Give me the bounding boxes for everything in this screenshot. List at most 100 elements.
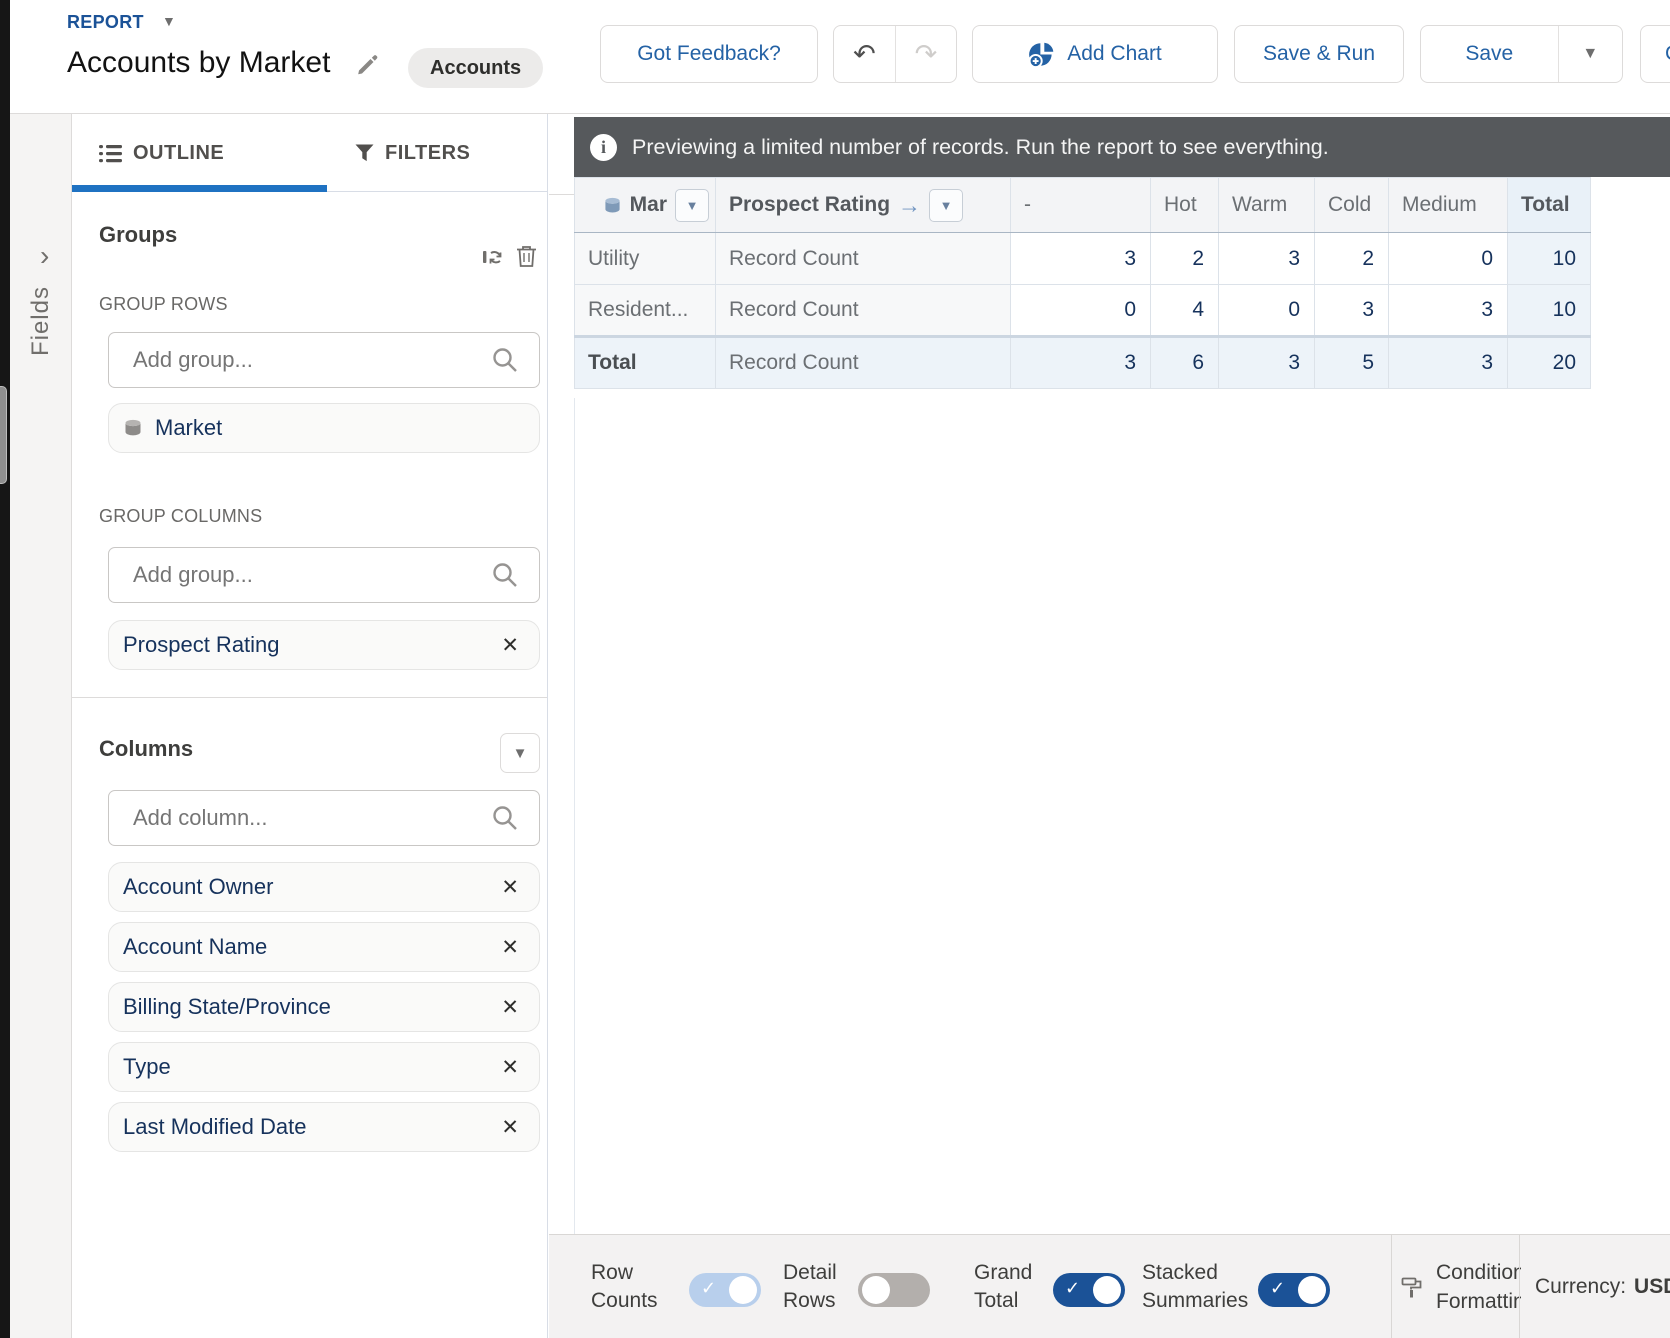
grand-total-toggle[interactable]: ✓ xyxy=(1053,1273,1125,1307)
cell-value: 4 xyxy=(1150,284,1219,337)
columns-menu-caret-icon[interactable]: ▼ xyxy=(500,733,540,773)
undo-icon[interactable]: ↶ xyxy=(853,38,876,69)
add-column-input[interactable] xyxy=(108,790,540,846)
group-columns-label: GROUP COLUMNS xyxy=(99,506,263,526)
fields-expand-chevron-icon[interactable]: › xyxy=(40,240,50,271)
cell-value: 0 xyxy=(1388,232,1508,285)
got-feedback-button[interactable]: Got Feedback? xyxy=(600,25,818,83)
conditional-formatting-label: Conditional Formatting xyxy=(1436,1260,1521,1313)
preview-top-rule xyxy=(549,194,574,195)
cell-value: 0 xyxy=(1218,284,1315,337)
close-button-partial[interactable]: C xyxy=(1640,25,1670,83)
row-group-chip-market[interactable]: Market xyxy=(108,403,540,453)
add-chart-button[interactable]: Add Chart xyxy=(972,25,1218,83)
switch-groups-icon[interactable] xyxy=(482,246,504,268)
redo-icon[interactable]: ↷ xyxy=(894,26,956,82)
search-icon xyxy=(493,806,517,830)
column-chip-label: Billing State/Province xyxy=(123,994,331,1019)
tab-outline[interactable]: OUTLINE xyxy=(99,114,224,192)
pivot-header-row: Mar ▼ Prospect Rating → ▼ - Hot Warm Col… xyxy=(574,177,1591,233)
value-column-header-blank[interactable]: - xyxy=(1010,177,1151,233)
report-type-label[interactable]: REPORT xyxy=(67,12,144,32)
group-rows-label: GROUP ROWS xyxy=(99,294,228,314)
search-icon xyxy=(493,563,517,587)
add-column-group-input[interactable] xyxy=(108,547,540,603)
remove-chip-icon[interactable]: ✕ xyxy=(501,1055,519,1079)
groups-heading: Groups xyxy=(99,222,178,247)
remove-chip-icon[interactable]: ✕ xyxy=(501,633,519,657)
remove-chip-icon[interactable]: ✕ xyxy=(501,935,519,959)
currency-value: USD xyxy=(1634,1275,1670,1298)
value-column-header-total[interactable]: Total xyxy=(1507,177,1591,233)
value-column-header-cold[interactable]: Cold xyxy=(1314,177,1389,233)
preview-pivot-table: Mar ▼ Prospect Rating → ▼ - Hot Warm Col… xyxy=(574,177,1591,389)
toggle-knob xyxy=(1298,1276,1326,1304)
currency-label: Currency: xyxy=(1535,1275,1627,1298)
conditional-formatting-button[interactable]: Conditional Formatting xyxy=(1401,1235,1521,1338)
row-group-label: Market xyxy=(155,415,223,440)
tab-outline-label: OUTLINE xyxy=(133,141,225,164)
preview-grid-left-edge xyxy=(574,398,575,1234)
remove-chip-icon[interactable]: ✕ xyxy=(501,995,519,1019)
currency-indicator: Currency: USD xyxy=(1535,1235,1670,1338)
column-chip-last-modified-date[interactable]: Last Modified Date ✕ xyxy=(108,1102,540,1152)
tab-filters[interactable]: FILTERS xyxy=(355,114,470,192)
value-column-header-medium[interactable]: Medium xyxy=(1388,177,1508,233)
column-chip-label: Account Name xyxy=(123,934,268,959)
save-button[interactable]: Save xyxy=(1465,42,1514,65)
cell-row-total: 10 xyxy=(1507,284,1591,337)
column-chip-account-name[interactable]: Account Name ✕ xyxy=(108,922,540,972)
preview-options-toolbar: Row Counts ✓ Detail Rows Grand Total ✓ S… xyxy=(549,1234,1670,1338)
outline-list-icon xyxy=(99,144,122,163)
remove-chip-icon[interactable]: ✕ xyxy=(501,1115,519,1139)
cell-row-total: 10 xyxy=(1507,232,1591,285)
add-row-group-field xyxy=(108,332,540,388)
row-dimension-menu-caret-icon[interactable]: ▼ xyxy=(675,188,709,222)
column-chip-account-owner[interactable]: Account Owner ✕ xyxy=(108,862,540,912)
detail-rows-toggle[interactable] xyxy=(858,1273,930,1307)
row-counts-toggle[interactable]: ✓ xyxy=(689,1273,761,1307)
cell-value: 3 xyxy=(1314,284,1389,337)
grand-total-label: Grand Total xyxy=(974,1260,1033,1312)
cell-value: 3 xyxy=(1010,232,1151,285)
remove-chip-icon[interactable]: ✕ xyxy=(501,875,519,899)
value-column-header-hot[interactable]: Hot xyxy=(1150,177,1219,233)
left-edge-strip xyxy=(0,0,10,1338)
save-dropdown-caret-icon[interactable]: ▼ xyxy=(1557,26,1622,82)
report-caret-icon[interactable]: ▼ xyxy=(162,13,176,29)
column-chip-type[interactable]: Type ✕ xyxy=(108,1042,540,1092)
panel-tabs: OUTLINE FILTERS xyxy=(72,114,547,192)
tab-filters-label: FILTERS xyxy=(385,141,471,164)
value-column-header-warm[interactable]: Warm xyxy=(1218,177,1315,233)
save-and-run-button[interactable]: Save & Run xyxy=(1234,25,1404,83)
fields-panel-label[interactable]: Fields xyxy=(27,286,54,357)
object-badge: Accounts xyxy=(408,48,544,88)
row-counts-label: Row Counts xyxy=(591,1260,658,1312)
toggle-knob xyxy=(862,1276,890,1304)
fields-panel-collapsed[interactable]: › Fields xyxy=(10,114,72,1338)
add-chart-icon xyxy=(1028,41,1055,68)
cell-value: 2 xyxy=(1314,232,1389,285)
cell-column-total: 6 xyxy=(1150,335,1219,389)
cell-column-total: 3 xyxy=(1218,335,1315,389)
column-chip-label: Account Owner xyxy=(123,874,274,899)
edit-title-pencil-icon[interactable] xyxy=(356,52,380,81)
delete-groups-trash-icon[interactable] xyxy=(516,245,537,268)
row-dimension-header[interactable]: Mar ▼ xyxy=(574,177,716,233)
add-row-group-input[interactable] xyxy=(108,332,540,388)
toolbar-divider xyxy=(1391,1235,1392,1338)
column-dimension-label: Prospect Rating xyxy=(729,193,891,216)
filters-funnel-icon xyxy=(355,144,374,162)
column-group-chip-prospect-rating[interactable]: Prospect Rating ✕ xyxy=(108,620,540,670)
stacked-summaries-toggle[interactable]: ✓ xyxy=(1258,1273,1330,1307)
left-scroll-handle[interactable] xyxy=(0,386,7,484)
column-dimension-menu-caret-icon[interactable]: ▼ xyxy=(929,188,964,222)
table-row-grand-total: Total Record Count 3 6 3 5 3 20 xyxy=(574,335,1591,389)
bucket-field-icon xyxy=(603,197,622,214)
column-chip-billing-state[interactable]: Billing State/Province ✕ xyxy=(108,982,540,1032)
banner-message: Previewing a limited number of records. … xyxy=(632,134,1329,159)
preview-limit-banner: i Previewing a limited number of records… xyxy=(574,117,1670,177)
column-chip-label: Last Modified Date xyxy=(123,1114,307,1139)
column-dimension-header[interactable]: Prospect Rating → ▼ xyxy=(715,177,1011,233)
